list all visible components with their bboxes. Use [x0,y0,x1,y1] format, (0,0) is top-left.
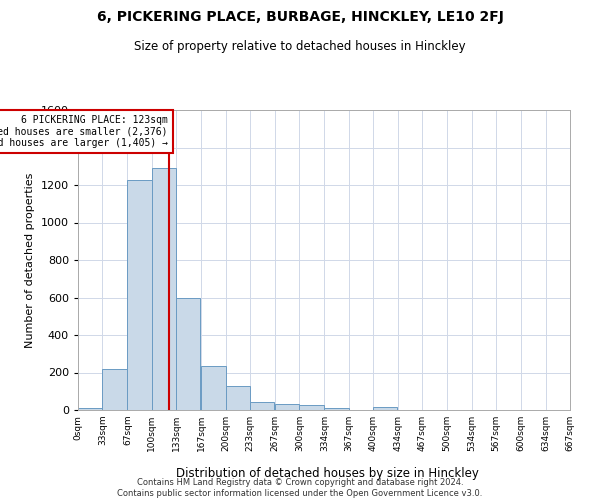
Bar [152,168,176,410]
Text: Contains HM Land Registry data © Crown copyright and database right 2024.
Contai: Contains HM Land Registry data © Crown c… [118,478,482,498]
Bar [78,408,103,410]
Y-axis label: Number of detached properties: Number of detached properties [25,172,35,348]
Text: 6 PICKERING PLACE: 123sqm
← 63% of detached houses are smaller (2,376)
37% of se: 6 PICKERING PLACE: 123sqm ← 63% of detac… [0,114,168,148]
Bar [226,386,250,410]
Bar [325,408,349,410]
Bar [103,369,127,410]
Bar [176,298,200,410]
Bar [373,407,397,410]
Text: Distribution of detached houses by size in Hinckley: Distribution of detached houses by size … [176,467,478,480]
Bar [127,180,152,410]
Bar [275,404,299,410]
Text: Size of property relative to detached houses in Hinckley: Size of property relative to detached ho… [134,40,466,53]
Bar [250,402,274,410]
Bar [299,406,323,410]
Bar [201,366,226,410]
Text: 6, PICKERING PLACE, BURBAGE, HINCKLEY, LE10 2FJ: 6, PICKERING PLACE, BURBAGE, HINCKLEY, L… [97,10,503,24]
